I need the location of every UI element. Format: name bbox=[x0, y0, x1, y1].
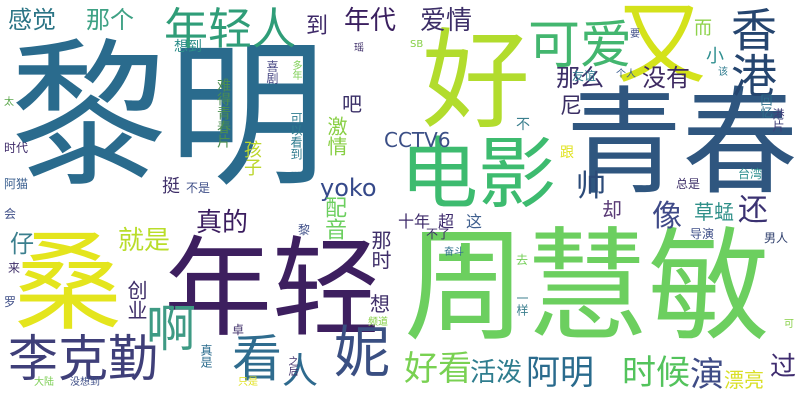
word-dalu: 大陆 bbox=[34, 377, 54, 388]
word-xiju: 喜剧 bbox=[265, 60, 279, 84]
word-huiyi: 回忆 bbox=[759, 94, 773, 118]
word-shihou: 时候 bbox=[622, 353, 690, 393]
word-xiangdao: 想到 bbox=[174, 39, 202, 55]
word-nianqingren: 年轻人 bbox=[164, 4, 296, 55]
word-xiao: 小 bbox=[706, 46, 724, 67]
word-chuangye: 创业 bbox=[124, 280, 148, 320]
word-dianying: 电影 bbox=[400, 130, 557, 220]
word-tai: 太 bbox=[4, 97, 14, 108]
word-nandeqingchunpian: 难得青春片 bbox=[215, 78, 231, 148]
word-youyi: 友谊 bbox=[572, 69, 597, 83]
word-zhenshi: 真是 bbox=[199, 344, 213, 368]
word-duonian: 多年 bbox=[290, 60, 301, 80]
word-cctv6: CCTV6 bbox=[384, 128, 451, 152]
word-ren: 人 bbox=[282, 351, 319, 392]
word-daoyan: 导演 bbox=[690, 227, 715, 241]
word-kan: 看 bbox=[232, 330, 282, 388]
word-haokan: 好看 bbox=[404, 349, 472, 389]
word-yao2: 瑶 bbox=[354, 43, 364, 54]
word-zhouhuimin: 周慧敏 bbox=[404, 216, 770, 358]
word-ting: 挺 bbox=[162, 176, 180, 197]
word-ni2: 尼 bbox=[560, 94, 583, 119]
word-bushi: 不是 bbox=[186, 181, 211, 195]
word-peiyin: 配音 bbox=[321, 196, 346, 240]
word-gen: 跟 bbox=[560, 145, 574, 161]
word-aiqing: 爱情 bbox=[420, 6, 473, 36]
word-guo: 过 bbox=[770, 352, 797, 382]
word-gangpian: 港片 bbox=[771, 108, 785, 132]
word-gai: 该 bbox=[718, 67, 728, 78]
word-bu: 不 bbox=[516, 117, 530, 133]
word-qingchun: 青春 bbox=[566, 76, 798, 211]
word-nage: 那个 bbox=[86, 6, 134, 34]
word-jiushi: 就是 bbox=[118, 226, 171, 256]
word-li2: 黎 bbox=[298, 223, 311, 237]
word-huopo: 活泼 bbox=[470, 358, 523, 388]
word-liming: 黎明 bbox=[10, 25, 326, 209]
word-hui: 会 bbox=[4, 207, 17, 221]
word-chao: 超 bbox=[438, 212, 455, 231]
word-niandai: 年代 bbox=[344, 6, 397, 36]
word-taiwan: 台湾 bbox=[738, 167, 763, 181]
word-luo: 罗 bbox=[4, 295, 17, 309]
word-buliao: 不了 bbox=[426, 227, 451, 241]
word-meiyou: 没有 bbox=[642, 64, 690, 92]
word-piaoliang: 漂亮 bbox=[724, 368, 764, 392]
word-sb: SB bbox=[410, 39, 424, 50]
word-shidai: 时代 bbox=[4, 141, 29, 155]
word-xianggang: 香港 bbox=[724, 6, 778, 98]
word-fendou: 奋斗 bbox=[444, 247, 464, 258]
word-meixiangdao: 没想到 bbox=[70, 377, 100, 388]
word-zhe: 这 bbox=[466, 212, 483, 231]
word-zai: 仔 bbox=[10, 230, 34, 258]
word-amao: 阿猫 bbox=[4, 177, 29, 191]
word-yoko: yoko bbox=[320, 174, 377, 202]
word-yiyang: 一样 bbox=[515, 292, 529, 316]
word-name: 那么 bbox=[556, 64, 604, 92]
word-shinian: 十年 bbox=[398, 212, 431, 231]
word-a: 啊 bbox=[146, 300, 196, 358]
word-yao: 要 bbox=[630, 29, 640, 40]
word-nashi: 那时 bbox=[368, 230, 392, 270]
word-ganjue: 感觉 bbox=[8, 6, 56, 34]
word-nianqing: 年轻 bbox=[164, 227, 381, 352]
word-yan: 演 bbox=[690, 355, 724, 395]
word-jiqing: 激情 bbox=[324, 116, 348, 156]
word-er: 而 bbox=[694, 18, 712, 39]
word-ke: 可 bbox=[784, 319, 794, 330]
word-xiang2: 想 bbox=[370, 292, 390, 316]
word-hao: 好 bbox=[422, 19, 531, 144]
word-nanren: 男人 bbox=[764, 231, 789, 245]
word-pindao: 频道 bbox=[368, 317, 388, 328]
word-ba: 吧 bbox=[342, 92, 362, 116]
word-aming: 阿明 bbox=[526, 353, 594, 393]
word-geren: 个人 bbox=[616, 69, 636, 80]
word-keyikandao: 可以看到 bbox=[289, 112, 303, 160]
word-zhihou: 之后 bbox=[286, 356, 297, 376]
word-dao: 到 bbox=[306, 14, 329, 39]
word-lai: 来 bbox=[8, 261, 21, 275]
word-zongshi: 总是 bbox=[676, 177, 701, 191]
word-ni: 妮 bbox=[334, 321, 390, 386]
word-shuai: 帅 bbox=[576, 169, 606, 204]
word-qu: 去 bbox=[516, 253, 529, 267]
word-you: 又 bbox=[616, 0, 706, 97]
word-caomeng: 草蜢 bbox=[694, 200, 734, 224]
word-zhishi: 只是 bbox=[238, 377, 258, 388]
word-xiang: 像 bbox=[652, 199, 682, 234]
word-likeqin: 李克勤 bbox=[8, 330, 158, 388]
word-keai: 可爱 bbox=[528, 16, 633, 76]
word-hai: 还 bbox=[738, 193, 768, 228]
word-zhuo: 卓 bbox=[232, 323, 245, 337]
word-zhende: 真的 bbox=[196, 208, 249, 238]
word-haizi: 孩子 bbox=[241, 140, 262, 176]
word-que: 却 bbox=[602, 198, 622, 222]
word-sang: 桑 bbox=[14, 221, 123, 346]
